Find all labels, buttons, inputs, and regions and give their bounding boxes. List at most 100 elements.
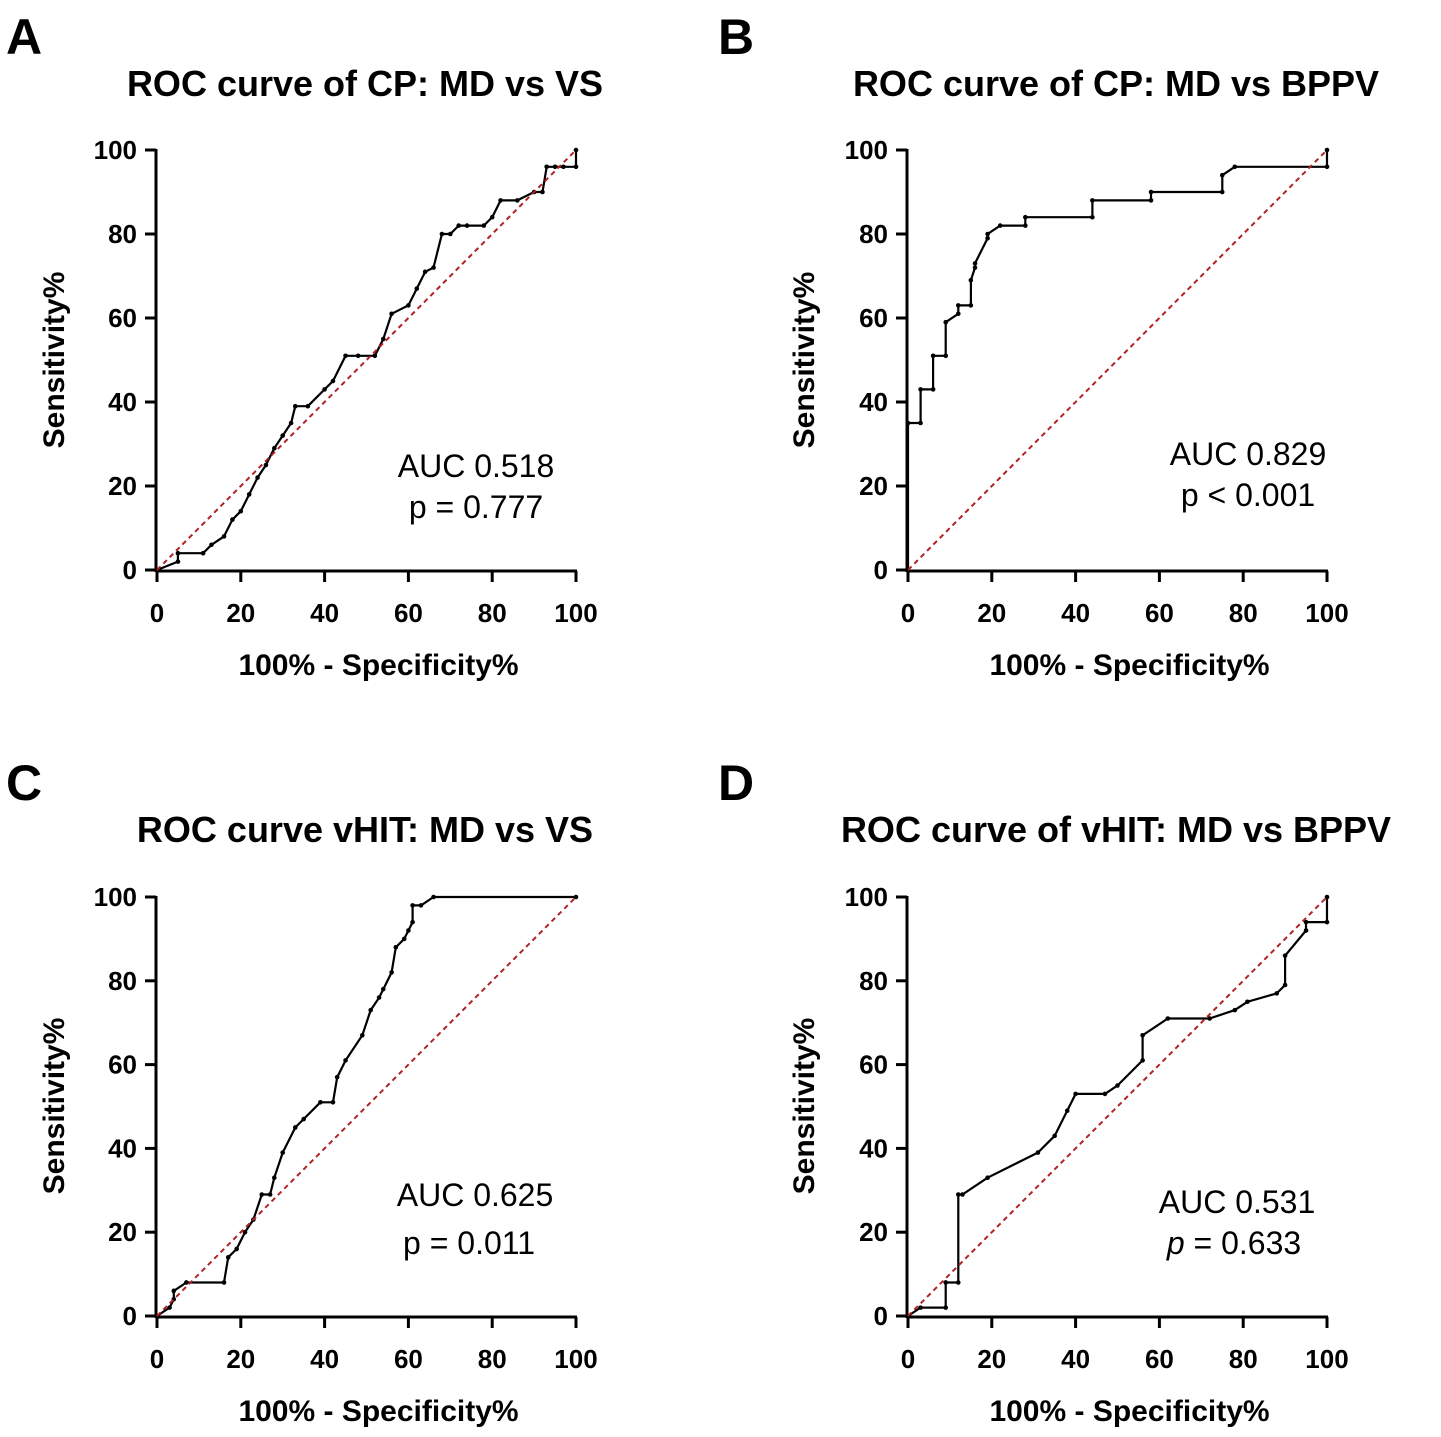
panel-b-roc-point — [1090, 214, 1095, 220]
panel-a-roc-point — [330, 378, 336, 384]
panel-a-roc-point — [372, 353, 378, 359]
panel-a-x-tick-label: 80 — [478, 598, 507, 628]
panel-b-roc-point — [1324, 164, 1330, 170]
panel-c-y-axis-title: Sensitivity% — [38, 1018, 71, 1195]
panel-letter-d: D — [718, 755, 754, 811]
panel-c-plot: 0 20 40 60 80 100 0 20 40 60 80 100 100% - Specifici… — [38, 882, 598, 1428]
panel-a-x-tick-label: 60 — [394, 598, 423, 628]
panel-b-x-tick-label: 0 — [901, 598, 915, 628]
panel-c-x-tick-label: 60 — [394, 1344, 423, 1374]
panel-b-roc-point — [918, 387, 923, 392]
panel-c-roc-point — [242, 1229, 248, 1235]
panel-c-y-tick-label: 20 — [108, 1217, 137, 1247]
panel-d-roc-point — [1165, 1016, 1171, 1021]
panel-a-plot: 0 20 40 60 80 100 0 20 40 60 80 100 100% - Specifici… — [38, 135, 598, 682]
panel-b-roc-point — [972, 265, 978, 270]
panel-c-x-tick-label: 20 — [226, 1344, 255, 1374]
panel-a-roc-point — [422, 269, 428, 275]
panel-c-roc-point — [410, 919, 415, 925]
panel-d-roc-point — [943, 1280, 949, 1285]
panel-d-y-tick-label: 100 — [845, 882, 888, 912]
panel-d-roc-point — [1324, 919, 1330, 925]
panel-c-roc-point — [401, 936, 407, 942]
panel-b-roc-point — [930, 353, 936, 359]
panel-d-roc-point — [1303, 928, 1309, 933]
panel-c-auc: AUC 0.625 — [397, 1177, 554, 1213]
panel-b-title: ROC curve of CP: MD vs BPPV — [853, 63, 1379, 104]
panel-d-p-value: p = 0.633 — [1166, 1225, 1301, 1261]
panel-c-roc-point — [376, 995, 382, 1000]
panel-a-roc-point — [272, 445, 277, 451]
panel-c-roc-point — [234, 1246, 239, 1252]
panel-c: C ROC curve vHIT: MD vs VS 0 20 40 60 80 1000… — [6, 755, 598, 1428]
panel-b-roc-point — [985, 231, 990, 237]
panel-c-roc-point — [318, 1100, 323, 1105]
panel-c-x-tick-label: 80 — [478, 1344, 507, 1374]
panel-a-x-tick-label: 40 — [310, 598, 339, 628]
panel-a-roc-point — [573, 164, 579, 170]
panel-c-roc-point — [410, 903, 415, 908]
panel-d-roc-point — [1064, 1108, 1070, 1113]
panel-c-x-axis-title: 100% - Specificity% — [238, 1395, 518, 1428]
panel-b-x-tick-label: 80 — [1229, 598, 1258, 628]
panel-d-y-tick-label: 40 — [859, 1133, 888, 1163]
panel-a-roc-point — [221, 534, 227, 539]
panel-a-auc: AUC 0.518 — [398, 448, 555, 484]
panel-b-y-tick-label: 60 — [859, 303, 888, 333]
panel-b-roc-point — [968, 303, 974, 308]
panel-c-roc-point — [267, 1192, 273, 1197]
panel-a-roc-point — [489, 214, 495, 220]
panel-b: B ROC curve of CP: MD vs BPPV 0 20 40 60 80 1… — [718, 9, 1379, 682]
panel-a-roc-point — [498, 198, 503, 203]
panel-a-y-tick-label: 40 — [108, 387, 137, 417]
panel-c-roc-point — [393, 944, 399, 950]
panel-c-x-tick-label: 40 — [310, 1344, 339, 1374]
panel-a-roc-point — [481, 223, 487, 228]
panel-d-roc-point — [1282, 953, 1288, 958]
panel-b-x-tick-label: 100 — [1305, 598, 1348, 628]
panel-a-x-tick-label: 100 — [554, 598, 597, 628]
panel-c-y-tick-label: 40 — [108, 1133, 137, 1163]
panel-a-y-tick-label: 0 — [123, 555, 137, 585]
panel-b-roc-point — [918, 420, 923, 426]
panel-a-title: ROC curve of CP: MD vs VS — [127, 63, 603, 104]
panel-a-roc-point — [209, 542, 214, 548]
panel-a-roc-point — [380, 336, 386, 342]
panel-a-roc-point — [448, 231, 453, 237]
panel-b-y-tick-label: 40 — [859, 387, 888, 417]
panel-b-roc-point — [1148, 198, 1154, 203]
panel-b-roc-point — [1219, 189, 1225, 195]
panel-a-y-tick-label: 20 — [108, 471, 137, 501]
panel-c-roc-point — [573, 894, 579, 900]
panel-c-roc-point — [418, 903, 424, 908]
panel-a-roc-point — [238, 508, 244, 514]
panel-d-roc-point — [955, 1192, 961, 1197]
panel-a-roc-point — [573, 147, 579, 153]
panel-d-roc-point — [1245, 999, 1250, 1005]
panel-b-y-tick-label: 80 — [859, 219, 888, 249]
panel-b-plot: 0 20 40 60 80 100 0 20 40 60 80 100 100% - Specifici… — [788, 135, 1349, 682]
panel-a-y-axis-title: Sensitivity% — [38, 272, 71, 449]
panel-d-x-tick-label: 80 — [1229, 1344, 1258, 1374]
panel-d-y-tick-label: 20 — [859, 1217, 888, 1247]
panel-letter-b: B — [718, 9, 754, 65]
panel-c-y-tick-label: 0 — [123, 1301, 137, 1331]
panel-b-x-tick-label: 60 — [1145, 598, 1174, 628]
panel-b-roc-point — [1023, 223, 1028, 228]
panel-c-roc-point — [225, 1255, 231, 1260]
panel-b-roc-point — [955, 303, 961, 308]
panel-c-roc-point — [221, 1280, 227, 1285]
panel-a-roc-point — [431, 265, 436, 270]
panel-d-roc-point — [1207, 1016, 1212, 1021]
panel-b-x-axis-title: 100% - Specificity% — [989, 649, 1269, 682]
panel-d-roc-point — [943, 1305, 949, 1310]
panel-d-roc-point — [1140, 1058, 1145, 1063]
panel-a-roc-point — [343, 353, 348, 359]
panel-d-roc-point — [1035, 1150, 1041, 1155]
panel-c-x-tick-label: 100 — [554, 1344, 597, 1374]
panel-c-roc-point — [167, 1305, 172, 1310]
panel-b-roc-point — [972, 261, 978, 266]
panel-c-y-tick-label: 60 — [108, 1050, 137, 1080]
panel-c-roc-point — [368, 1007, 373, 1013]
